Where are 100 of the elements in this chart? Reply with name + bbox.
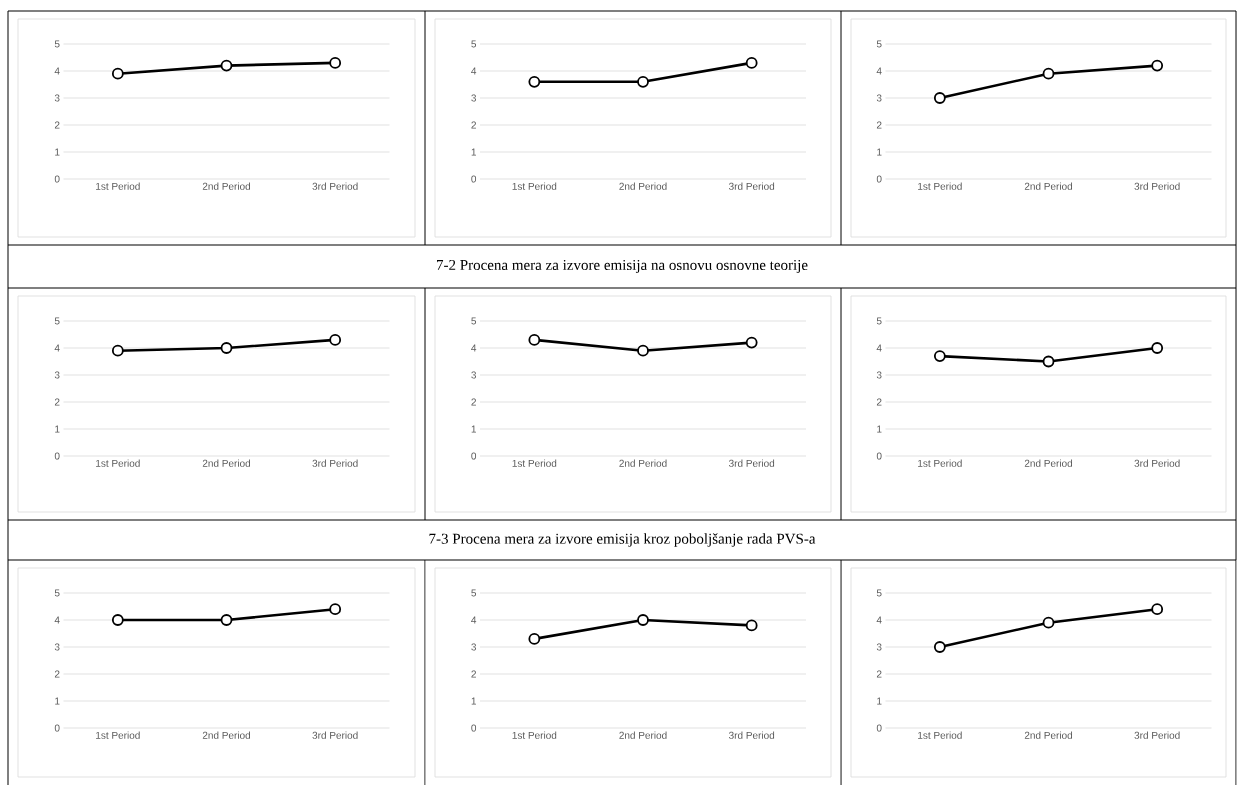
y-tick-label: 0: [471, 175, 477, 183]
x-tick-label: 1st Period: [512, 459, 557, 467]
y-tick-label: 3: [471, 371, 477, 379]
y-tick-label: 5: [471, 317, 477, 325]
y-tick-label: 3: [876, 371, 882, 379]
point: [528, 334, 541, 346]
y-tick-label: 2: [876, 670, 882, 678]
x-tick-label: 3rd Period: [728, 459, 775, 467]
y-tick-label: 1: [471, 148, 476, 156]
point: [1151, 603, 1164, 616]
y-tick-label: 1: [55, 148, 60, 156]
y-tick-label: 0: [876, 452, 882, 460]
x-tick-label: 1st Period: [96, 731, 140, 739]
x-tick-label: 2nd Period: [1024, 182, 1073, 190]
y-tick-label: 4: [876, 67, 882, 75]
text: 7-3 Procena mera za izvore emisija kroz poboljšanje rada PVS-a: [429, 533, 816, 547]
x-tick-label: 3rd Period: [312, 459, 358, 467]
y-tick-label: 1: [877, 697, 882, 705]
y-tick-label: 2: [471, 670, 476, 678]
x-tick-label: 2nd Period: [1024, 459, 1073, 467]
y-tick-label: 3: [876, 94, 882, 102]
x-tick-label: 2nd Period: [619, 731, 667, 739]
y-tick-label: 0: [876, 724, 882, 732]
x-tick-label: 1st Period: [918, 731, 962, 739]
y-tick-label: 2: [54, 670, 60, 678]
y-tick-label: 0: [471, 724, 477, 732]
x-tick-label: 1st Period: [512, 731, 557, 739]
point: [329, 57, 342, 69]
text: 7-2 Procena mera za izvore emisija na osnovu osnovne teorije: [437, 259, 808, 274]
point: [1042, 355, 1055, 368]
y-tick-label: 3: [54, 371, 60, 379]
y-tick-label: 4: [876, 616, 882, 624]
y-tick-label: 3: [876, 643, 882, 651]
y-tick-label: 5: [876, 317, 882, 325]
x-tick-label: 2nd Period: [202, 731, 251, 739]
y-tick-label: 4: [471, 344, 477, 352]
y-tick-label: 0: [471, 452, 477, 460]
y-tick-label: 5: [876, 40, 882, 48]
x-tick-label: 3rd Period: [728, 731, 775, 739]
x-tick-label: 3rd Period: [1134, 731, 1180, 739]
point: [745, 336, 758, 349]
y-tick-label: 1: [55, 697, 60, 705]
x-tick-label: 2nd Period: [619, 182, 667, 190]
y-tick-label: 5: [471, 589, 477, 597]
point: [528, 633, 541, 645]
y-tick-label: 1: [877, 148, 882, 156]
point: [1042, 616, 1055, 629]
point: [220, 59, 233, 72]
point: [111, 67, 124, 80]
x-tick-label: 3rd Period: [312, 731, 358, 739]
point: [220, 342, 233, 354]
y-tick-label: 1: [471, 697, 476, 705]
y-tick-label: 1: [877, 425, 882, 433]
x-tick-label: 3rd Period: [1134, 182, 1180, 190]
y-tick-label: 4: [54, 67, 60, 75]
point: [933, 641, 946, 653]
y-tick-label: 5: [54, 40, 60, 48]
point: [1042, 67, 1055, 80]
y-tick-label: 3: [471, 94, 477, 102]
point: [329, 334, 342, 346]
y-tick-label: 1: [55, 425, 60, 433]
x-tick-label: 2nd Period: [202, 182, 251, 190]
y-tick-label: 4: [471, 67, 477, 75]
x-tick-label: 1st Period: [918, 459, 962, 467]
y-tick-label: 5: [876, 589, 882, 597]
y-tick-label: 2: [876, 121, 882, 129]
point: [933, 350, 946, 362]
point: [1151, 59, 1164, 72]
y-tick-label: 4: [471, 616, 477, 624]
y-tick-label: 0: [876, 175, 882, 183]
x-tick-label: 1st Period: [96, 182, 140, 190]
y-tick-label: 0: [54, 452, 60, 460]
y-tick-label: 2: [54, 121, 60, 129]
y-tick-label: 1: [471, 425, 476, 433]
y-tick-label: 2: [54, 398, 60, 406]
y-tick-label: 2: [876, 398, 882, 406]
y-tick-label: 5: [54, 317, 60, 325]
x-tick-label: 1st Period: [918, 182, 962, 190]
x-tick-label: 3rd Period: [312, 182, 358, 190]
x-tick-label: 2nd Period: [202, 459, 251, 467]
point: [745, 619, 758, 632]
y-tick-label: 4: [54, 344, 60, 352]
x-tick-label: 3rd Period: [728, 182, 775, 190]
x-tick-label: 1st Period: [96, 459, 140, 467]
point: [1151, 342, 1164, 354]
y-tick-label: 3: [54, 643, 60, 651]
y-tick-label: 4: [876, 344, 882, 352]
x-tick-label: 2nd Period: [1024, 731, 1073, 739]
y-tick-label: 2: [471, 121, 476, 129]
y-tick-label: 3: [54, 94, 60, 102]
y-tick-label: 0: [54, 175, 60, 183]
y-tick-label: 2: [471, 398, 476, 406]
y-tick-label: 5: [471, 40, 477, 48]
x-tick-label: 3rd Period: [1134, 459, 1180, 467]
y-tick-label: 4: [54, 616, 60, 624]
point: [111, 344, 124, 357]
point: [637, 344, 649, 357]
x-tick-label: 1st Period: [512, 182, 557, 190]
y-tick-label: 0: [54, 724, 60, 732]
point: [933, 92, 946, 104]
